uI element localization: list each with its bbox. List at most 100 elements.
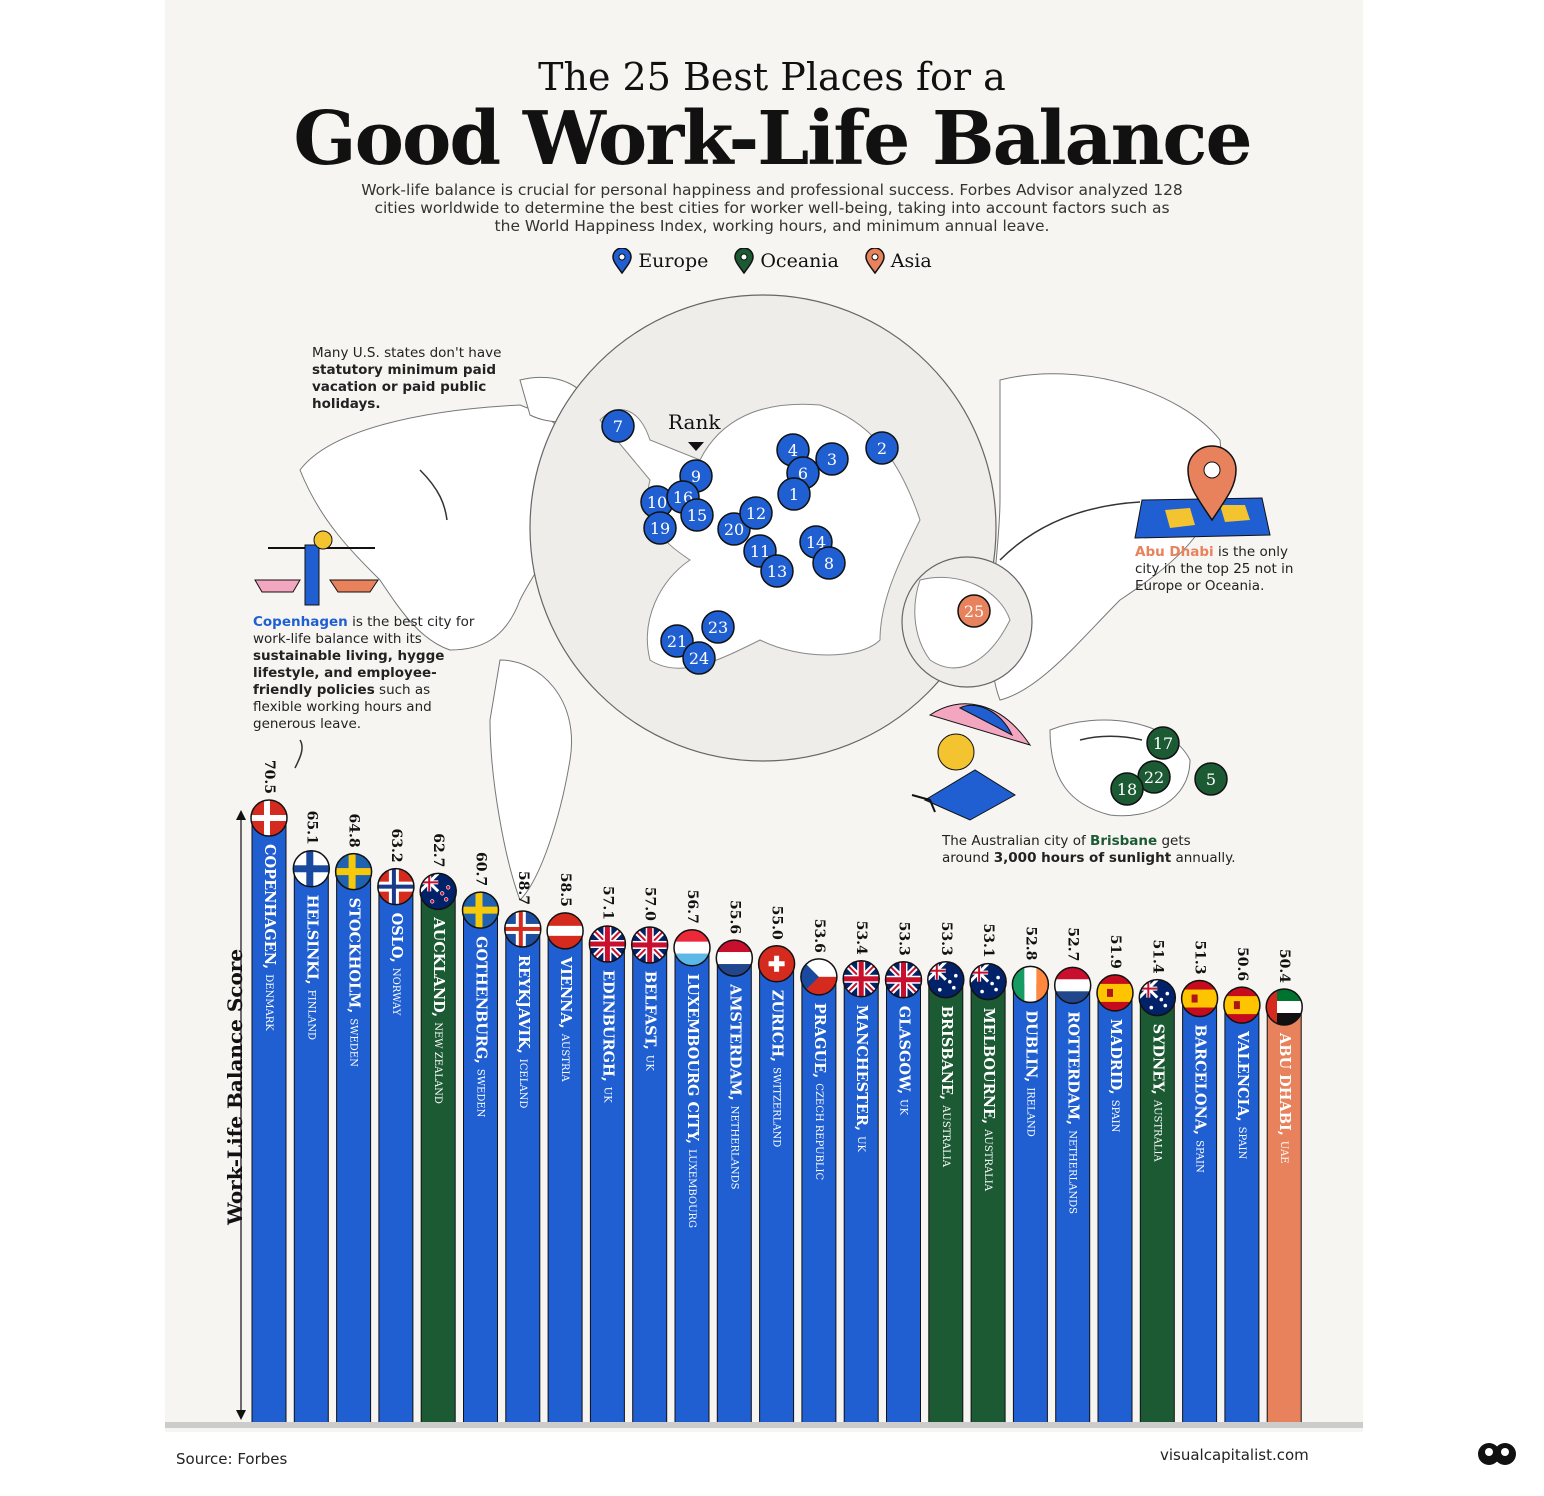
brisbane-note-text2: gets around (942, 833, 1191, 866)
abudhabi-map-illustration (1134, 445, 1271, 539)
rank-marker-label: 25 (964, 602, 984, 621)
bar (886, 979, 921, 1426)
spain-flag-icon (1181, 980, 1218, 1017)
bar (928, 979, 964, 1426)
abudhabi-arrow (999, 501, 1141, 561)
rank-marker-22: 22 (1137, 760, 1171, 794)
bar-country-name: AUSTRALIA (1152, 1099, 1163, 1163)
brand-text: visualcapitalist.com (1160, 1446, 1309, 1464)
rank-marker-label: 24 (689, 649, 709, 668)
sweden-flag-icon (462, 892, 499, 929)
rank-marker-label: 23 (708, 618, 728, 637)
bar-city-comma: , (684, 1139, 701, 1149)
bars: 70.5 COPENHAGEN, DENMARK 65.1 HELSINKI, FIN… (250, 760, 1303, 1426)
north-america-shape (299, 404, 577, 651)
bar-group-25: 50.4 ABU DHABI, UAE (1265, 949, 1303, 1426)
brisbane-note: The Australian city of Brisbane gets aro… (942, 833, 1242, 867)
brisbane-note-text1: The Australian city of (942, 833, 1086, 849)
bar-city-comma: , (1149, 1090, 1166, 1100)
y-axis-arrow-up-icon (236, 810, 246, 820)
page-title: Good Work-Life Balance (293, 96, 1252, 182)
bar-value-label: 51.4 (1149, 939, 1165, 973)
new-zealand-flag-icon (420, 873, 457, 910)
bar (1266, 1006, 1302, 1426)
bar-city-comma: , (769, 1057, 786, 1067)
bar-value-label: 58.7 (515, 871, 531, 905)
rank-marker-label: 3 (827, 450, 837, 469)
rank-marker-label: 18 (1117, 780, 1137, 799)
bar (1139, 997, 1175, 1426)
bar-city-name: EDINBURGH (599, 970, 616, 1077)
rank-marker-label: 1 (789, 485, 799, 504)
uk-flag-icon (589, 926, 626, 962)
bar-city-name: ROTTERDAM (1065, 1011, 1082, 1120)
bar-city-name: SYDNEY (1149, 1024, 1166, 1093)
uk-flag-icon (631, 926, 668, 963)
bar (843, 978, 879, 1426)
bar-city-label: REYKJAVIK, ICELAND (515, 955, 532, 1108)
rank-marker-circle (680, 498, 714, 532)
bar-city-label: AUCKLAND, NEW ZEALAND (430, 916, 447, 1104)
rank-marker-circle (1194, 762, 1228, 796)
beach-chair-illustration (911, 703, 1032, 821)
bar-group-14: 53.6 PRAGUE, CZECH REPUBLIC (800, 919, 838, 1426)
bar (759, 963, 795, 1426)
abudhabi-note: Abu Dhabi is the only city in the top 25… (1135, 544, 1310, 595)
bar-group-8: 58.5 VIENNA, AUSTRIA (546, 873, 584, 1426)
rank-marker-label: 7 (613, 417, 623, 436)
y-axis-label: Work-Life Balance Score (223, 948, 247, 1225)
bar-group-9: 57.1 EDINBURGH, UK (588, 886, 627, 1426)
copenhagen-note-bold: sustainable living, hygge lifestyle, and… (253, 648, 445, 698)
bar-group-17: 53.3 BRISBANE, AUSTRALIA (927, 922, 965, 1426)
us-note-bold: statutory minimum paid vacation or paid … (312, 362, 496, 412)
bar-value-label: 57.0 (642, 887, 658, 921)
uk-flag-icon (885, 961, 922, 998)
bar-city-name: MADRID (1107, 1019, 1124, 1090)
bar-city-name: ZURICH (769, 990, 786, 1058)
asia-pin-icon (865, 248, 885, 274)
bar-city-name: BELFAST (642, 971, 659, 1047)
rank-marker-circle (1146, 726, 1180, 760)
bar-value-label: 55.0 (769, 906, 785, 940)
brisbane-note-bold: 3,000 hours of sunlight (993, 850, 1172, 866)
denmark-flag-icon (251, 800, 287, 836)
bar-city-name: VALENCIA (1234, 1030, 1251, 1117)
rank-marker-label: 11 (750, 542, 770, 561)
bar-value-label: 65.1 (303, 811, 319, 845)
bar-city-comma: , (557, 1024, 574, 1034)
rank-marker-13: 13 (760, 554, 794, 588)
rank-arrow-icon (688, 442, 704, 451)
rank-marker-circle (957, 594, 991, 628)
bar-city-label: VIENNA, AUSTRIA (557, 956, 574, 1083)
bar-value-label: 53.1 (980, 924, 996, 958)
bar-value-label: 58.5 (557, 873, 573, 907)
bar-group-7: 58.7 REYKJAVIK, ICELAND (504, 871, 542, 1426)
bar-city-name: MELBOURNE (980, 1008, 997, 1119)
bar-city-label: MELBOURNE, AUSTRALIA (980, 1008, 997, 1192)
copenhagen-arrow (294, 739, 303, 769)
scales-illustration (254, 530, 379, 606)
bar-group-24: 50.6 VALENCIA, SPAIN (1223, 947, 1261, 1426)
rank-marker-5: 5 (1194, 762, 1228, 796)
norway-flag-icon (377, 868, 414, 905)
bar-country-name: NEW ZEALAND (433, 1022, 444, 1104)
bar (1097, 992, 1133, 1426)
sweden-flag-icon (335, 853, 372, 890)
bar-city-comma: , (642, 1045, 659, 1055)
bar-group-6: 60.7 GOTHENBURG, SWEDEN (461, 852, 500, 1426)
rank-marker-2: 2 (865, 431, 899, 465)
spain-flag-icon (1097, 974, 1133, 1011)
bar-city-comma: , (430, 1012, 447, 1022)
bar-city-name: OSLO (388, 913, 405, 959)
bar-city-name: VIENNA (557, 956, 574, 1025)
bar-city-name: BRISBANE (938, 1006, 955, 1095)
bar-country-name: SWEDEN (348, 1018, 359, 1067)
brisbane-note-text3: annually. (1175, 850, 1236, 866)
bar-city-comma: , (388, 958, 405, 968)
bar-city-name: BARCELONA (1192, 1025, 1209, 1131)
bar-city-comma: , (599, 1077, 616, 1087)
bar-city-comma: , (1065, 1120, 1082, 1130)
bar-city-name: GOTHENBURG (473, 936, 490, 1059)
rank-marker-label: 6 (798, 464, 808, 483)
rank-marker-label: 22 (1144, 768, 1164, 787)
